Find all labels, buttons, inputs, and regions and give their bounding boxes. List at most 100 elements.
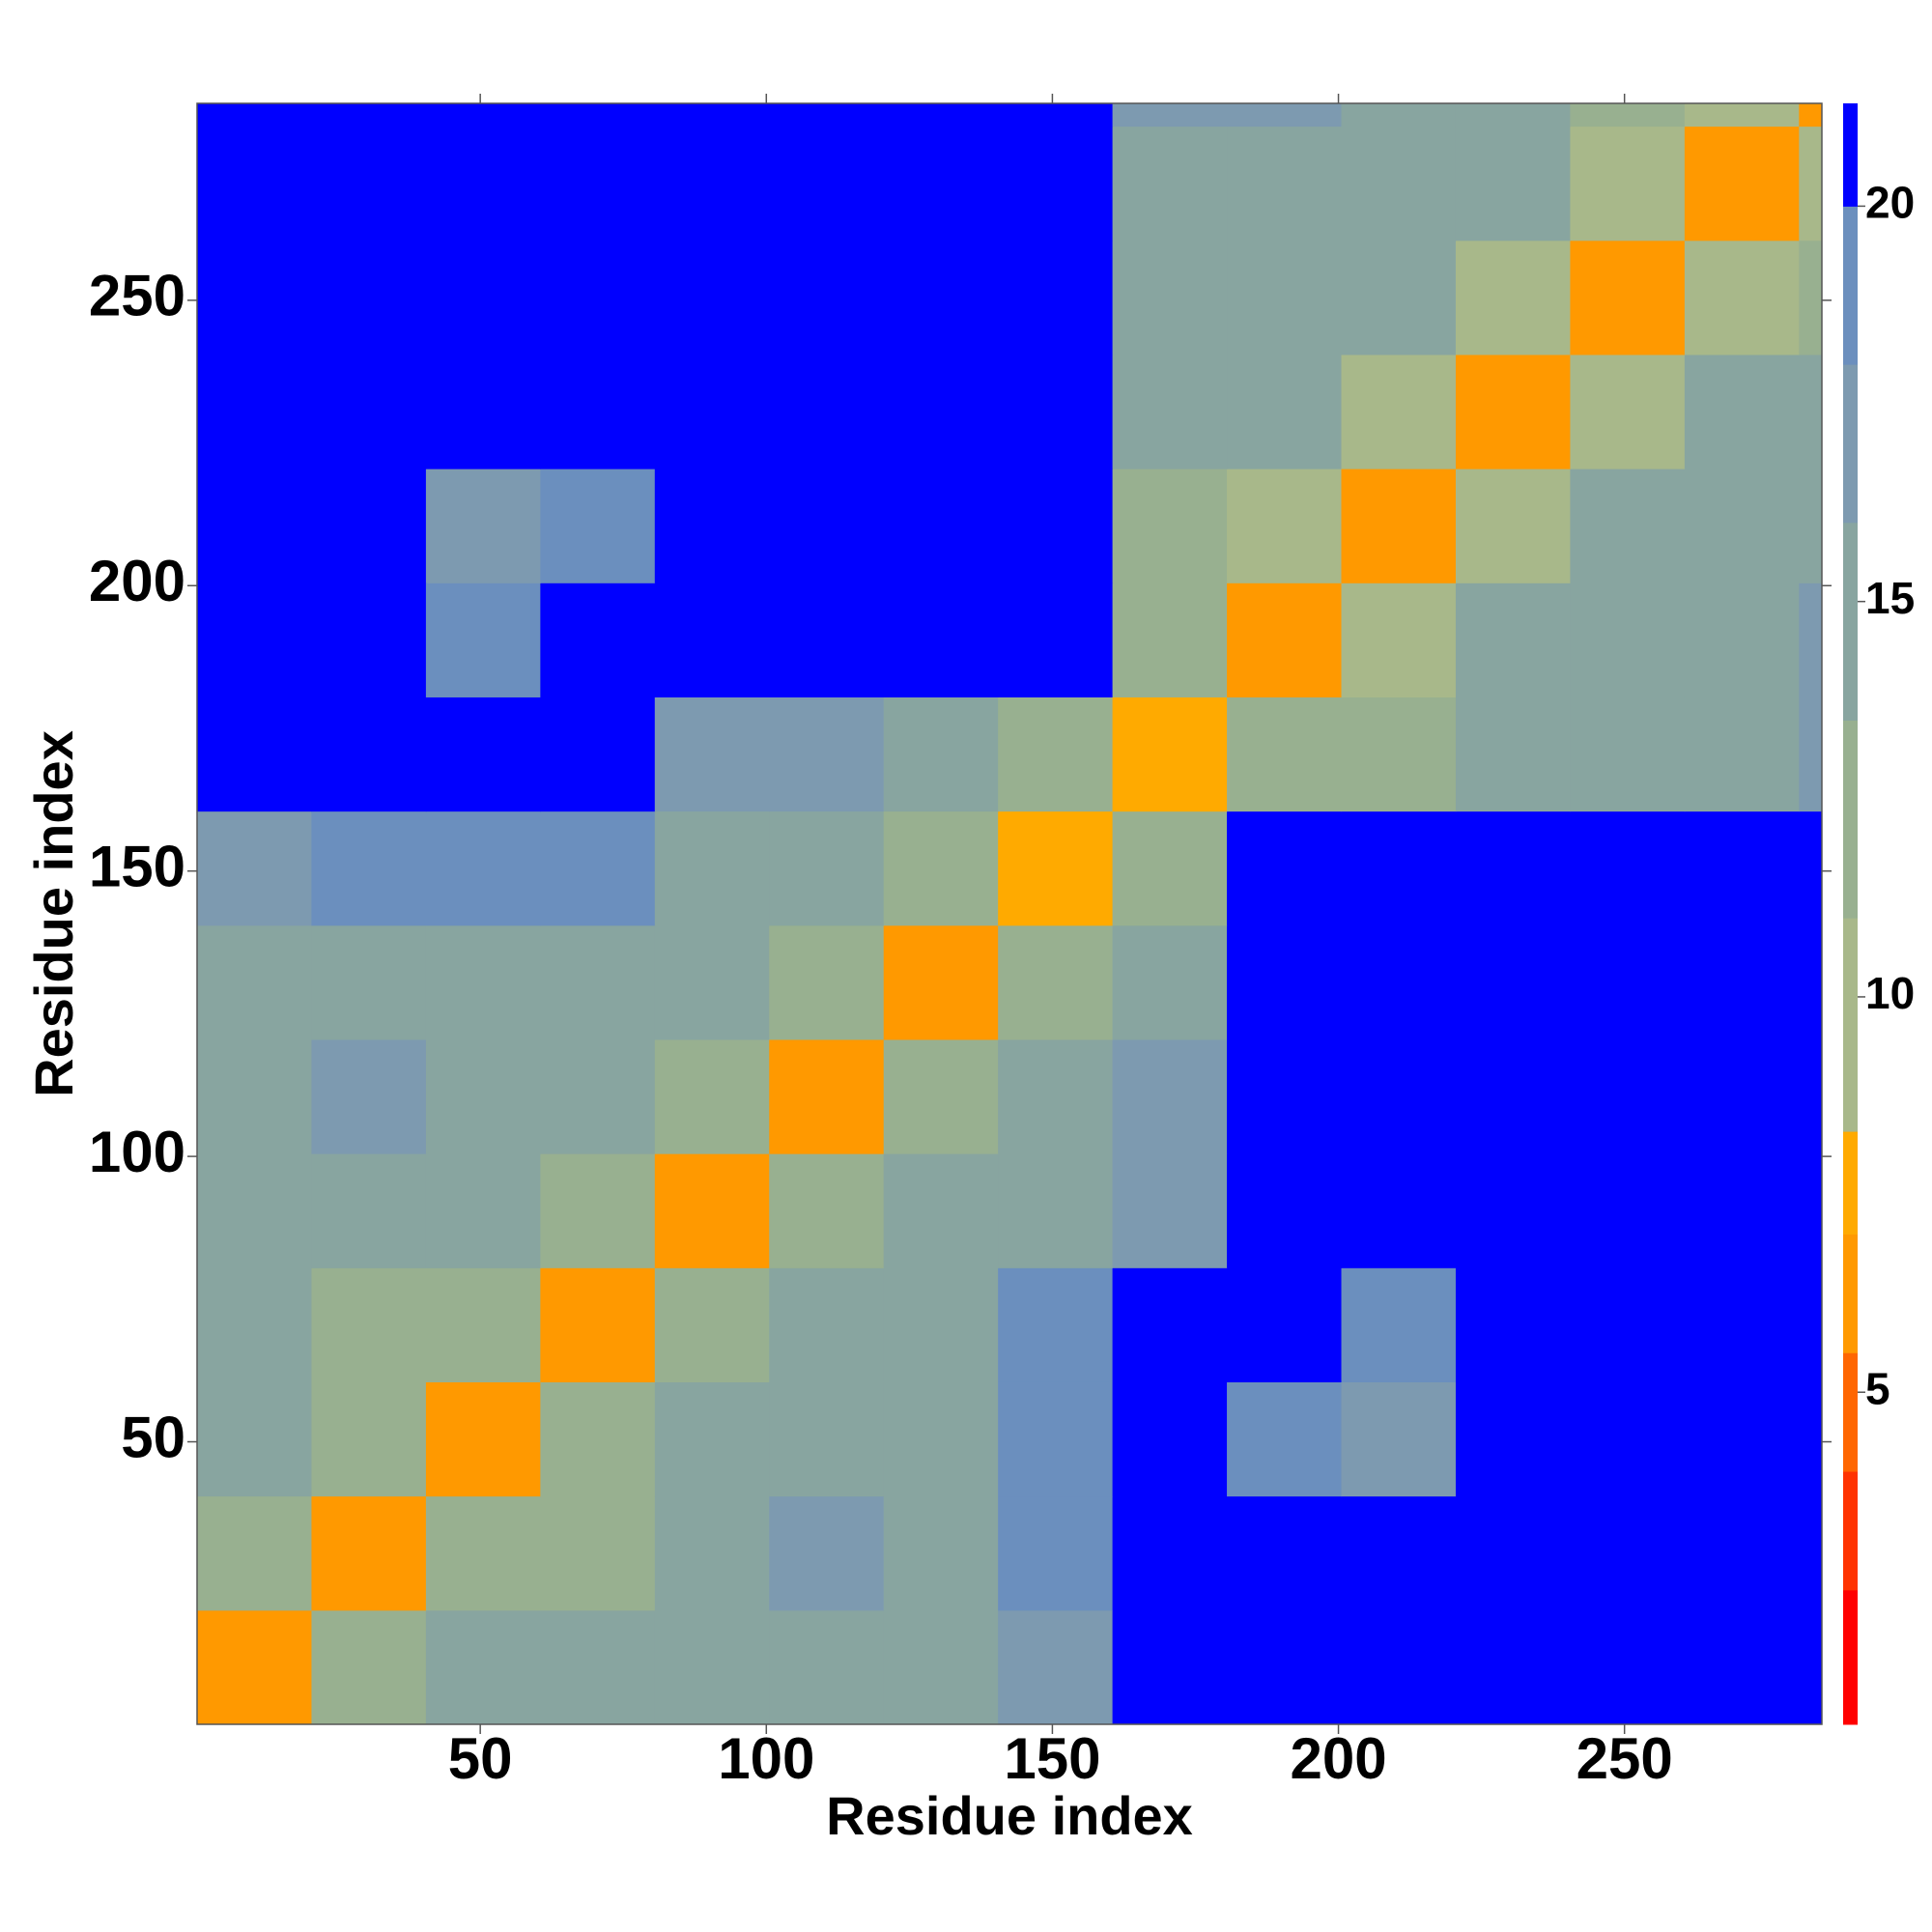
heatmap-cell [883,126,999,242]
heatmap-cell [425,1153,541,1268]
heatmap-cell [540,1609,656,1725]
heatmap-cell [769,126,885,242]
heatmap-cell [769,1153,885,1268]
heatmap-cell [1570,1267,1686,1382]
colorbar-tick-label: 15 [1865,573,1915,623]
heatmap-cell [1112,1495,1228,1611]
heatmap-cell [197,240,312,355]
heatmap-cell [1455,696,1571,812]
heatmap-cell [540,240,656,355]
heatmap-cell [197,1381,312,1497]
heatmap-cell [883,924,999,1040]
heatmap-cell [1341,1267,1457,1382]
heatmap-cell [197,696,312,812]
heatmap-cell [654,696,770,812]
heatmap-cell [425,240,541,355]
heatmap-cell [1455,469,1571,583]
heatmap-cell [311,1038,427,1154]
heatmap-cell [540,582,656,697]
heatmap-cell [1799,1038,1823,1154]
heatmap-cell [1684,582,1800,697]
heatmap-cell [998,696,1114,812]
heatmap-cell [1227,810,1343,926]
heatmap-cell [1341,1495,1457,1611]
heatmap-cell [1684,810,1800,926]
heatmap-cell [1341,240,1457,355]
y-tick-label: 150 [89,835,185,899]
x-tick-label: 150 [1004,1726,1100,1791]
heatmap-cell [1455,354,1571,469]
x-axis-title: Residue index [826,1785,1193,1846]
heatmap-cell [1799,240,1823,355]
heatmap-cell [1684,469,1800,583]
heatmap-cell [425,1609,541,1725]
heatmap-cell [425,1495,541,1611]
x-tick-label: 50 [448,1726,513,1791]
heatmap-cell [425,582,541,697]
heatmap-cell [1112,810,1228,926]
heatmap-cell [1570,696,1686,812]
heatmap-cell [998,1153,1114,1268]
heatmap-cell [1684,1609,1800,1725]
colorbar-segment [1843,103,1858,207]
heatmap-cell [1799,1609,1823,1725]
heatmap-cell [425,810,541,926]
heatmap-cell [1227,924,1343,1040]
heatmap-cell [1112,582,1228,697]
heatmap-cell [1227,1381,1343,1497]
heatmap-cell [1684,126,1800,242]
heatmap-cell [883,240,999,355]
heatmap-cell [1570,810,1686,926]
heatmap-cell [1227,1153,1343,1268]
heatmap-cell [1112,354,1228,469]
x-tick-label: 100 [718,1726,814,1791]
heatmap-cell [1227,1495,1343,1611]
heatmap-cell [1455,924,1571,1040]
heatmap-cell [1341,810,1457,926]
heatmap-cell [998,1038,1114,1154]
heatmap-cell [540,469,656,583]
colorbar-segment [1843,364,1858,524]
heatmap-cell [1341,103,1457,128]
heatmap-cell [1684,354,1800,469]
heatmap-cell [998,126,1114,242]
heatmap-cell [1455,1153,1571,1268]
heatmap-cell [769,240,885,355]
heatmap-cell [197,810,312,926]
heatmap-cell [425,1267,541,1382]
heatmap-cell [654,810,770,926]
heatmap-cell [1684,1381,1800,1497]
heatmap-cell [311,1609,427,1725]
heatmap-cell [1799,1153,1823,1268]
heatmap-cell [998,1381,1114,1497]
heatmap-cell [1455,582,1571,697]
heatmap-cell [1227,696,1343,812]
heatmap-cell [197,126,312,242]
heatmap-cell [1227,582,1343,697]
heatmap-cell [769,103,885,128]
heatmap-cell [1570,582,1686,697]
heatmap-cell [1455,126,1571,242]
heatmap-cell [197,354,312,469]
heatmap-cell [1455,1609,1571,1725]
heatmap-cell [1799,1267,1823,1382]
heatmap-cell [425,1381,541,1497]
heatmap-cell [998,1495,1114,1611]
heatmap-cell [1684,924,1800,1040]
heatmap-cell [998,103,1114,128]
heatmap-cell [1570,1495,1686,1611]
heatmap-cell [769,1609,885,1725]
heatmap-cell [1341,126,1457,242]
colorbar-segment [1843,1131,1858,1236]
heatmap-cell [1455,103,1571,128]
colorbar-segment [1843,918,1858,1132]
heatmap-cell [654,1267,770,1382]
heatmap-cell [1684,1038,1800,1154]
heatmap-cell [1455,240,1571,355]
heatmap-cell [769,469,885,583]
heatmap-cell [1455,1381,1571,1497]
heatmap-cell [1341,1038,1457,1154]
heatmap-cell [769,582,885,697]
colorbar-segment [1843,1234,1858,1353]
